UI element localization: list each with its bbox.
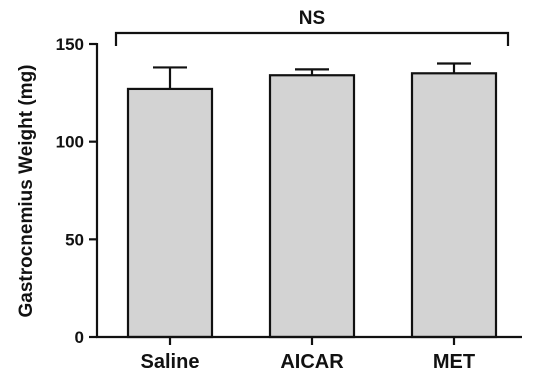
- bar-met: [410, 72, 498, 339]
- y-tick-label-150: 150: [56, 35, 84, 54]
- bar-saline: [126, 87, 214, 339]
- significance-label: NS: [299, 8, 325, 29]
- plot-area: 0 50 100 150 Saline AICAR MET NS: [56, 8, 522, 373]
- bar-aicar: [268, 74, 356, 339]
- y-tick-label-100: 100: [56, 133, 84, 152]
- y-axis-label: Gastrocnemius Weight (mg): [16, 64, 37, 317]
- x-tick-label-saline: Saline: [141, 351, 200, 373]
- x-tick-label-aicar: AICAR: [280, 351, 344, 373]
- significance-bracket: [114, 31, 510, 46]
- y-tick-label-0: 0: [75, 328, 84, 347]
- x-tick-label-met: MET: [433, 351, 475, 373]
- y-tick-label-50: 50: [65, 230, 84, 249]
